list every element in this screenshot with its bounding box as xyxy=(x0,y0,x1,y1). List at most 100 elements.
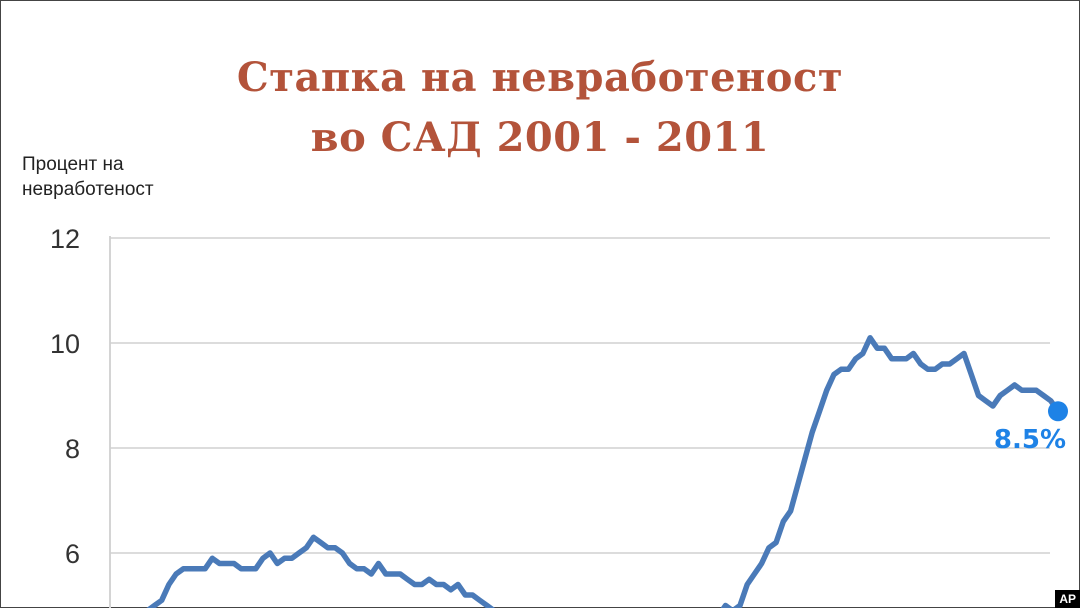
data-point xyxy=(854,357,858,361)
data-point xyxy=(160,598,164,602)
data-point xyxy=(1020,388,1024,392)
data-point xyxy=(940,362,944,366)
data-point xyxy=(818,409,822,413)
y-axis-label-line-2: невработеност xyxy=(22,179,154,200)
unemployment-line xyxy=(146,335,1061,608)
data-point xyxy=(442,583,446,587)
data-point xyxy=(1005,388,1009,392)
data-point xyxy=(384,572,388,576)
data-point xyxy=(904,357,908,361)
data-point xyxy=(724,604,728,608)
data-point xyxy=(991,404,995,408)
data-point xyxy=(745,583,749,587)
photo-credit: AP xyxy=(1055,590,1080,608)
data-point xyxy=(434,583,438,587)
data-point xyxy=(897,357,901,361)
data-point xyxy=(485,604,489,608)
data-point xyxy=(846,367,850,371)
data-point xyxy=(449,588,453,592)
data-point xyxy=(478,598,482,602)
data-point xyxy=(362,567,366,571)
data-point xyxy=(203,567,207,571)
data-point xyxy=(333,546,337,550)
data-point xyxy=(919,362,923,366)
data-point xyxy=(239,567,243,571)
data-point xyxy=(774,541,778,545)
data-point xyxy=(1013,383,1017,387)
data-point xyxy=(413,583,417,587)
data-point xyxy=(319,541,323,545)
data-point xyxy=(189,567,193,571)
data-point xyxy=(196,567,200,571)
data-point xyxy=(998,394,1002,398)
data-point xyxy=(955,357,959,361)
data-point xyxy=(326,546,330,550)
data-point xyxy=(246,567,250,571)
data-point xyxy=(738,604,742,608)
data-point xyxy=(933,367,937,371)
data-point xyxy=(789,509,793,513)
data-point xyxy=(1049,399,1053,403)
data-point xyxy=(427,577,431,581)
data-point xyxy=(398,572,402,576)
data-point xyxy=(875,346,879,350)
data-point xyxy=(911,352,915,356)
data-point xyxy=(225,562,229,566)
data-point xyxy=(290,556,294,560)
y-tick-label: 8 xyxy=(65,434,80,464)
data-point xyxy=(312,535,316,539)
data-point xyxy=(420,583,424,587)
data-point xyxy=(254,567,258,571)
data-point xyxy=(962,352,966,356)
data-point xyxy=(181,567,185,571)
y-axis-label: Процент на невработеност xyxy=(22,152,222,202)
data-point xyxy=(340,551,344,555)
chart-title: Стапка на невработеност во САД 2001 - 20… xyxy=(0,48,1080,168)
chart-title-line-2: во САД 2001 - 2011 xyxy=(310,114,770,161)
data-point xyxy=(781,520,785,524)
data-point xyxy=(984,399,988,403)
data-point xyxy=(471,593,475,597)
data-point xyxy=(760,562,764,566)
data-point xyxy=(832,373,836,377)
data-point xyxy=(948,362,952,366)
data-point xyxy=(810,430,814,434)
data-point xyxy=(275,562,279,566)
data-point xyxy=(297,551,301,555)
data-point xyxy=(883,346,887,350)
data-point xyxy=(355,567,359,571)
data-point xyxy=(1042,394,1046,398)
data-point xyxy=(369,572,373,576)
data-point xyxy=(348,562,352,566)
data-point xyxy=(283,556,287,560)
data-point xyxy=(304,546,308,550)
data-point xyxy=(1034,388,1038,392)
data-point xyxy=(153,604,157,608)
data-point xyxy=(167,583,171,587)
data-point xyxy=(261,556,265,560)
data-point xyxy=(391,572,395,576)
y-axis-label-line-1: Процент на xyxy=(22,154,124,175)
data-point xyxy=(825,388,829,392)
data-point xyxy=(890,357,894,361)
chart-title-line-1: Стапка на невработеност xyxy=(236,54,844,101)
data-point xyxy=(926,367,930,371)
last-point-marker xyxy=(1048,401,1068,422)
data-point xyxy=(977,394,981,398)
y-tick-label: 10 xyxy=(50,329,80,359)
data-point xyxy=(232,562,236,566)
data-point xyxy=(405,577,409,581)
data-point xyxy=(839,367,843,371)
data-point xyxy=(803,457,807,461)
data-point xyxy=(268,551,272,555)
data-point xyxy=(218,562,222,566)
last-value-label: 8.5% xyxy=(994,425,1066,455)
y-tick-label: 12 xyxy=(50,224,80,254)
y-tick-label: 6 xyxy=(65,539,80,569)
data-point xyxy=(868,336,872,340)
data-point xyxy=(969,373,973,377)
data-point xyxy=(1027,388,1031,392)
data-point xyxy=(752,572,756,576)
data-point xyxy=(796,483,800,487)
